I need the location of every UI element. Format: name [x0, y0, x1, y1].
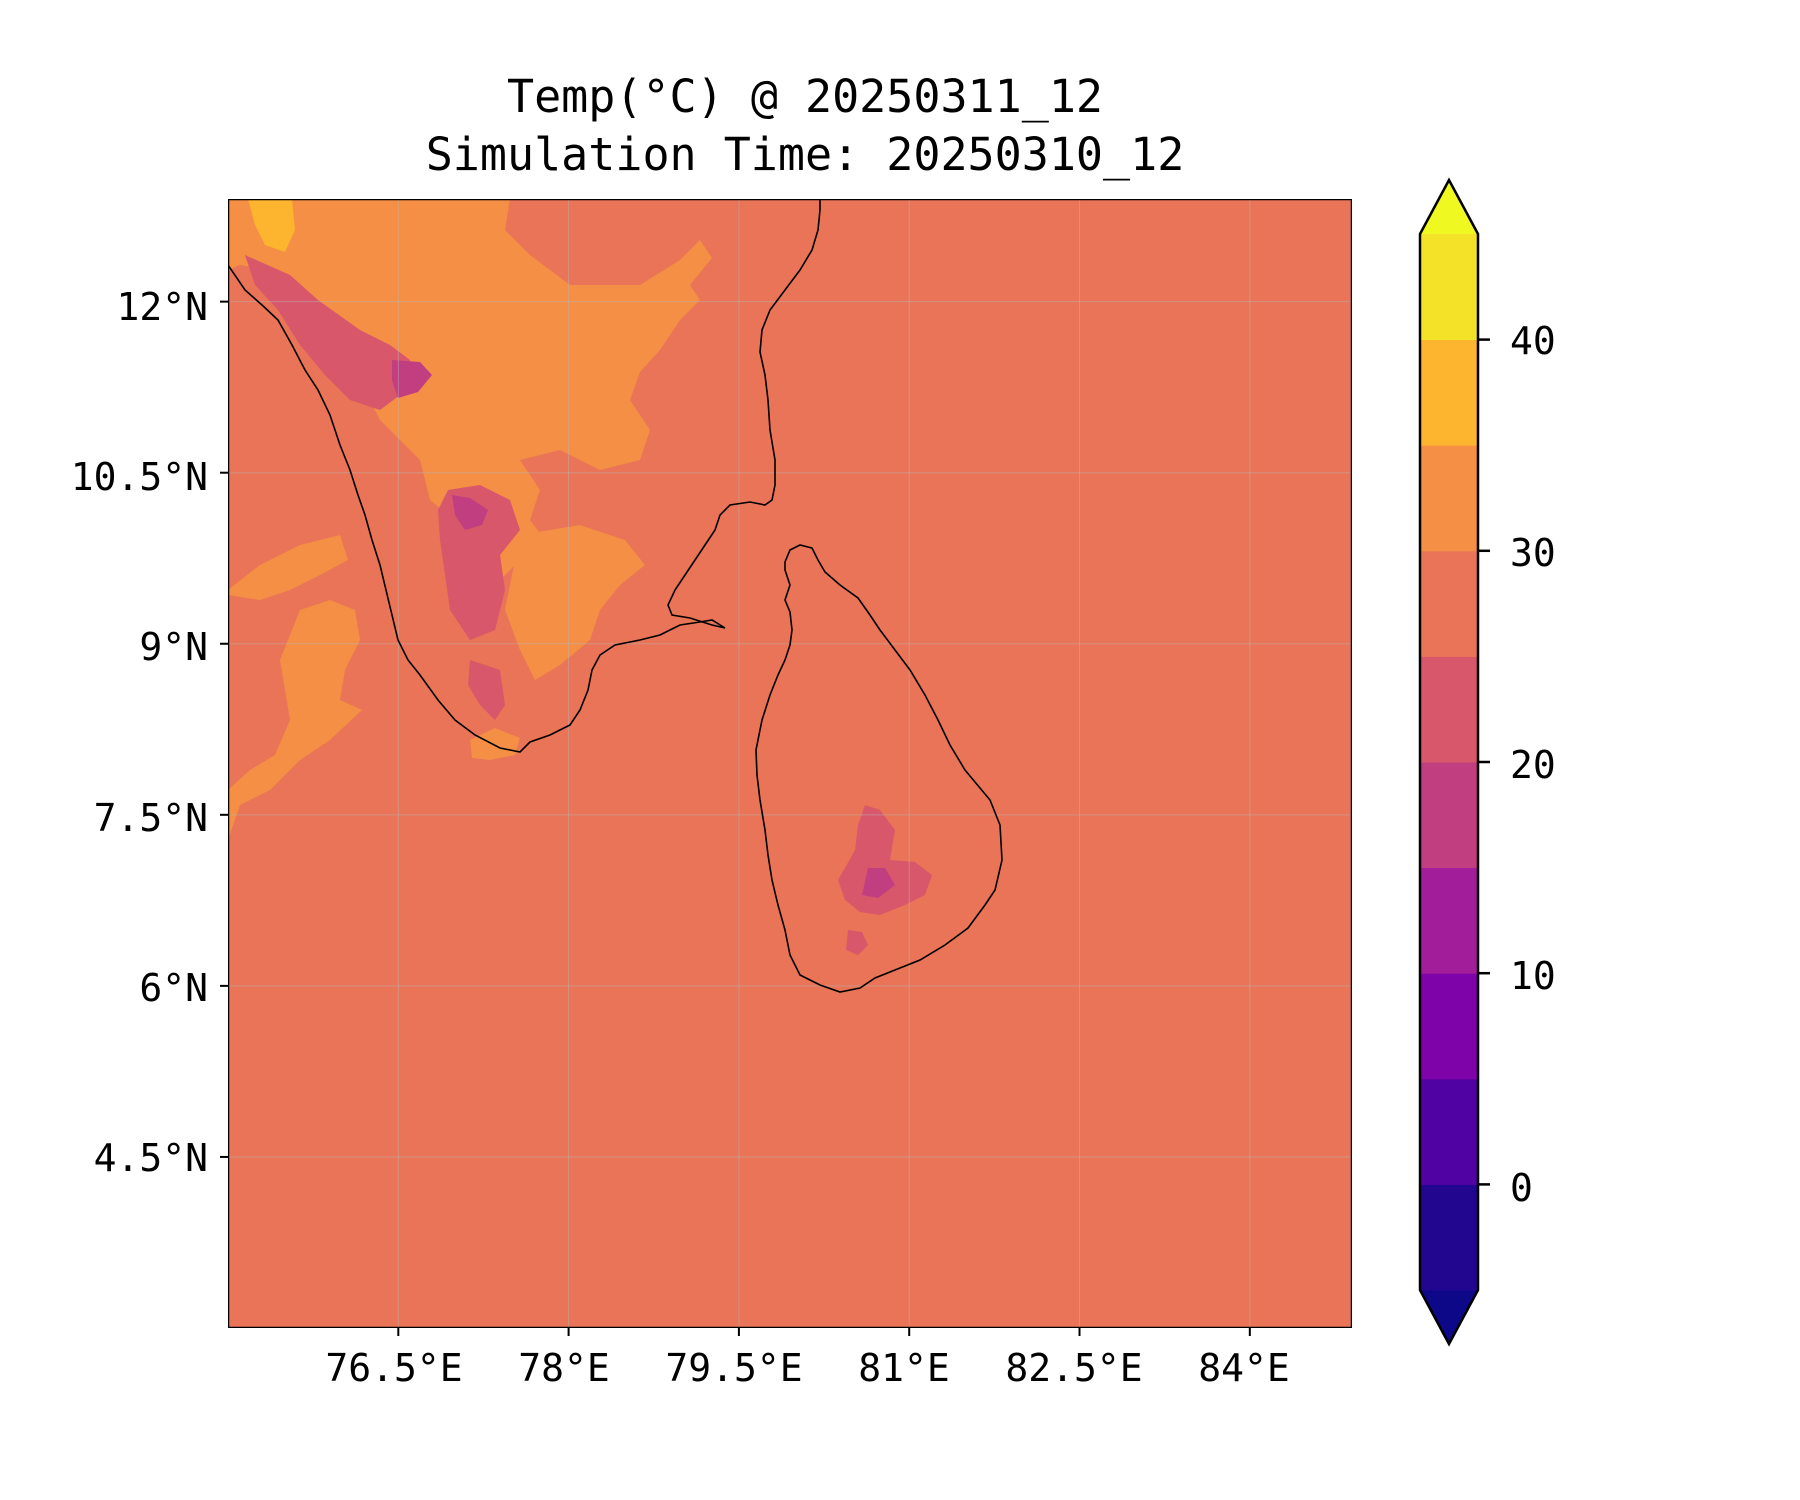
cool-region-sri-lanka-highlands	[838, 805, 932, 915]
lat-tick-label: 7.5°N	[93, 796, 208, 840]
axis-ticks	[220, 300, 1251, 1336]
cool-region-anaimalai-spur	[468, 660, 505, 720]
colorbar-outline	[1418, 177, 1480, 1347]
colorbar-segment	[1420, 445, 1478, 552]
colorbar-tick-label: 0	[1510, 1166, 1533, 1210]
lon-tick-label: 84°E	[1198, 1346, 1290, 1390]
cool-region-western-ghats-north	[245, 255, 410, 410]
warm-region-cape-coast	[470, 728, 520, 760]
lon-tick-label: 82.5°E	[1005, 1346, 1143, 1390]
colorbar-extend-high	[1420, 180, 1478, 234]
hot-region-northwest-corner	[248, 199, 295, 252]
gridlines	[228, 199, 1352, 1328]
cool-region-sri-lanka-south	[846, 930, 868, 955]
lon-tick-label: 81°E	[858, 1346, 950, 1390]
lat-tick-label: 9°N	[139, 625, 208, 669]
lat-tick-label: 4.5°N	[93, 1136, 208, 1180]
colorbar-segment	[1420, 867, 1478, 974]
colorbar-segment	[1420, 1078, 1478, 1185]
lat-tick-label: 12°N	[116, 285, 208, 329]
warm-region-arabian-sea-blob	[228, 600, 362, 840]
coastline-india	[228, 199, 821, 753]
chart-subtitle: Simulation Time: 20250310_12	[425, 128, 1185, 181]
warm-region-india-interior	[228, 199, 712, 590]
lon-tick-label: 78°E	[518, 1346, 610, 1390]
warm-region-arabian-sea-band	[228, 535, 348, 600]
lon-tick-label: 79.5°E	[665, 1346, 803, 1390]
cold-core-southern-highlands	[452, 495, 488, 530]
colorbar	[1418, 177, 1490, 1347]
colorbar-tick-label: 40	[1510, 319, 1556, 363]
colorbar-segment	[1420, 762, 1478, 869]
map-area	[228, 199, 1352, 1328]
colorbar-segment	[1420, 339, 1478, 446]
cold-core-sri-lanka	[862, 868, 895, 898]
colorbar-tick-label: 30	[1510, 531, 1556, 575]
colorbar-extend-low	[1420, 1290, 1478, 1344]
colorbar-tick-label: 10	[1510, 954, 1556, 998]
warm-region-tamil-south	[505, 525, 645, 680]
colorbar-segment	[1420, 550, 1478, 657]
colorbar-segment	[1420, 1184, 1478, 1291]
colorbar-segment	[1420, 656, 1478, 763]
colorbar-segment	[1420, 973, 1478, 1080]
coastline-sri-lanka	[755, 544, 1003, 993]
colorbar-tick-label: 20	[1510, 743, 1556, 787]
colorbar-segment	[1420, 234, 1478, 341]
lat-tick-label: 10.5°N	[70, 455, 208, 499]
cool-region-highlands-south	[438, 485, 520, 640]
lon-tick-label: 76.5°E	[325, 1346, 463, 1390]
cold-core-western-ghats	[392, 360, 432, 398]
lat-tick-label: 6°N	[139, 966, 208, 1010]
chart-title: Temp(°C) @ 20250311_12	[506, 70, 1104, 123]
